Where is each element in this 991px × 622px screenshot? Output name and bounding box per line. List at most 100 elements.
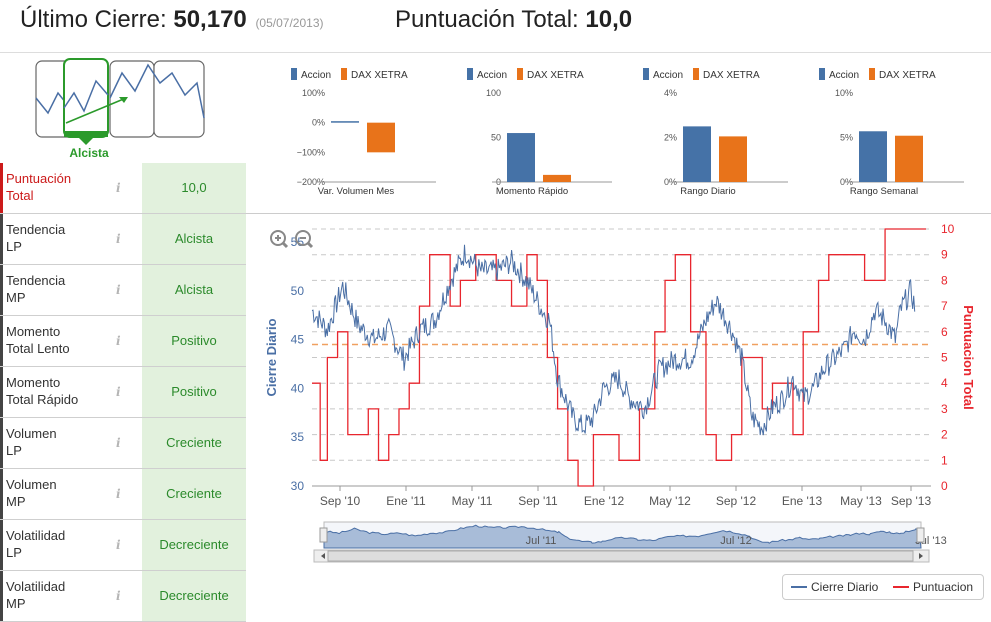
score-row: Volatilidad LP i Decreciente (0, 520, 246, 571)
score-row-label: Tendencia MP (0, 265, 141, 315)
info-icon[interactable]: i (116, 385, 121, 399)
legend-dax-label[interactable]: DAX XETRA (527, 70, 584, 81)
info-icon[interactable]: i (116, 589, 121, 603)
scroll-right-arrow-icon[interactable] (919, 553, 923, 559)
scrollbar-thumb[interactable] (327, 550, 914, 562)
score-table: Puntuación Total i 10,0 Tendencia LP i Alcista T… (0, 163, 246, 622)
total-score-summary: Puntuación Total: 10,0 (395, 6, 632, 34)
legend-accion-swatch (291, 68, 297, 80)
legend-dax-label[interactable]: DAX XETRA (351, 70, 408, 81)
zoom-in-icon[interactable] (270, 230, 289, 249)
score-row-label-line1: Puntuación (6, 171, 72, 186)
right-y-tick: 8 (941, 273, 948, 287)
right-y-tick: 2 (941, 428, 948, 442)
x-tick-label: Sep '11 (518, 494, 558, 508)
score-row-value: Creciente (142, 418, 246, 468)
info-icon[interactable]: i (116, 487, 121, 501)
legend-accion-swatch (819, 68, 825, 80)
score-row-label: Tendencia LP (0, 214, 141, 264)
y-tick-label: 4% (664, 88, 677, 98)
score-row-value: Decreciente (142, 520, 246, 570)
y-tick-label: −200% (297, 177, 325, 187)
x-tick-label: Sep '13 (891, 494, 932, 508)
info-icon[interactable]: i (116, 283, 121, 297)
info-icon[interactable]: i (116, 181, 121, 195)
legend-dax-label[interactable]: DAX XETRA (879, 70, 936, 81)
last-close-summary: Último Cierre: 50,170 (05/07/2013) (20, 6, 324, 34)
score-series-line[interactable] (312, 228, 926, 487)
right-y-tick: 4 (941, 376, 948, 390)
legend-score-label[interactable]: Puntuacion (913, 580, 973, 594)
bar-accion[interactable] (331, 121, 359, 123)
bar-accion[interactable] (859, 131, 887, 182)
legend-price-label[interactable]: Cierre Diario (811, 580, 879, 594)
info-icon[interactable]: i (116, 232, 121, 246)
bar-dax[interactable] (367, 122, 395, 153)
navigator-left-handle[interactable] (319, 527, 328, 543)
score-row-value: Alcista (142, 265, 246, 315)
left-y-tick: 50 (291, 284, 305, 298)
score-row-label-line2: Total Rápido (6, 392, 79, 407)
y-tick-label: 0% (312, 118, 325, 128)
x-tick-label: May '11 (452, 494, 493, 508)
trend-cards-icon (35, 58, 205, 145)
info-icon[interactable]: i (116, 436, 121, 450)
bar-dax[interactable] (895, 135, 923, 182)
score-row-label-line1: Tendencia (6, 222, 66, 237)
y-tick-label: 2% (664, 133, 677, 143)
info-icon[interactable]: i (116, 334, 121, 348)
legend-dax-swatch (693, 68, 699, 80)
navigator-right-handle[interactable] (916, 527, 925, 543)
score-row-label-line2: Total Lento (6, 341, 70, 356)
last-close-date: (05/07/2013) (255, 16, 324, 30)
score-row-value: Positivo (142, 316, 246, 366)
navigator-label: Jul '12 (720, 535, 751, 547)
navigator[interactable]: Jul '11 Jul '12 Jul '13 (313, 521, 947, 563)
score-row-label-line1: Momento (6, 375, 61, 390)
zoom-out-icon[interactable] (295, 230, 314, 249)
score-row-label: Volumen MP (0, 469, 141, 519)
right-y-tick: 0 (941, 479, 948, 493)
x-axis-title: Rango Semanal (850, 186, 918, 197)
scroll-left-arrow-icon[interactable] (321, 553, 325, 559)
info-icon[interactable]: i (116, 538, 121, 552)
score-row: Momento Total Rápido i Positivo (0, 367, 246, 418)
legend-dax-swatch (517, 68, 523, 80)
price-score-chart: 55 50 45 40 35 30 10 9 8 7 6 5 4 3 2 1 0 Cierre Diario Pun… (246, 214, 991, 611)
legend-accion-label[interactable]: Accion (301, 70, 331, 81)
main-chart-legend[interactable]: Cierre Diario Puntuacion (782, 574, 984, 600)
score-row-label-line1: Volatilidad (6, 528, 66, 543)
navigator-label: Jul '11 (526, 535, 557, 547)
score-row: Tendencia MP i Alcista (0, 265, 246, 316)
legend-accion-label[interactable]: Accion (477, 70, 507, 81)
legend-dax-label[interactable]: DAX XETRA (703, 70, 760, 81)
score-row-label-line2: LP (6, 239, 22, 254)
score-row-label-line1: Tendencia (6, 273, 66, 288)
score-row-label-line1: Volumen (6, 426, 57, 441)
x-tick-label: Sep '12 (716, 494, 757, 508)
score-row-value: Creciente (142, 469, 246, 519)
bar-accion[interactable] (683, 126, 711, 182)
score-row-label-line1: Volatilidad (6, 579, 66, 594)
right-y-tick: 5 (941, 351, 948, 365)
navigator-series (323, 524, 922, 549)
score-row-label: Puntuación Total (0, 163, 141, 213)
bar-dax[interactable] (543, 174, 571, 182)
bar-accion[interactable] (507, 133, 535, 182)
right-y-tick: 1 (941, 453, 948, 467)
last-close-value: 50,170 (173, 6, 247, 33)
trend-indicator-panel (0, 53, 246, 163)
legend-accion-label[interactable]: Accion (829, 70, 859, 81)
price-series-line[interactable] (311, 244, 916, 436)
right-y-tick: 9 (941, 248, 948, 262)
mini-bar-chart: Accion DAX XETRA 100% 0% −100% −200%Var. Volu… (291, 68, 436, 197)
legend-accion-label[interactable]: Accion (653, 70, 683, 81)
score-row-value: 10,0 (142, 163, 246, 213)
y-tick-label: 100 (486, 88, 501, 98)
last-close-label: Último Cierre: (20, 6, 167, 33)
score-row-label: Momento Total Lento (0, 316, 141, 366)
score-row: Volatilidad MP i Decreciente (0, 571, 246, 622)
bar-dax[interactable] (719, 136, 747, 182)
